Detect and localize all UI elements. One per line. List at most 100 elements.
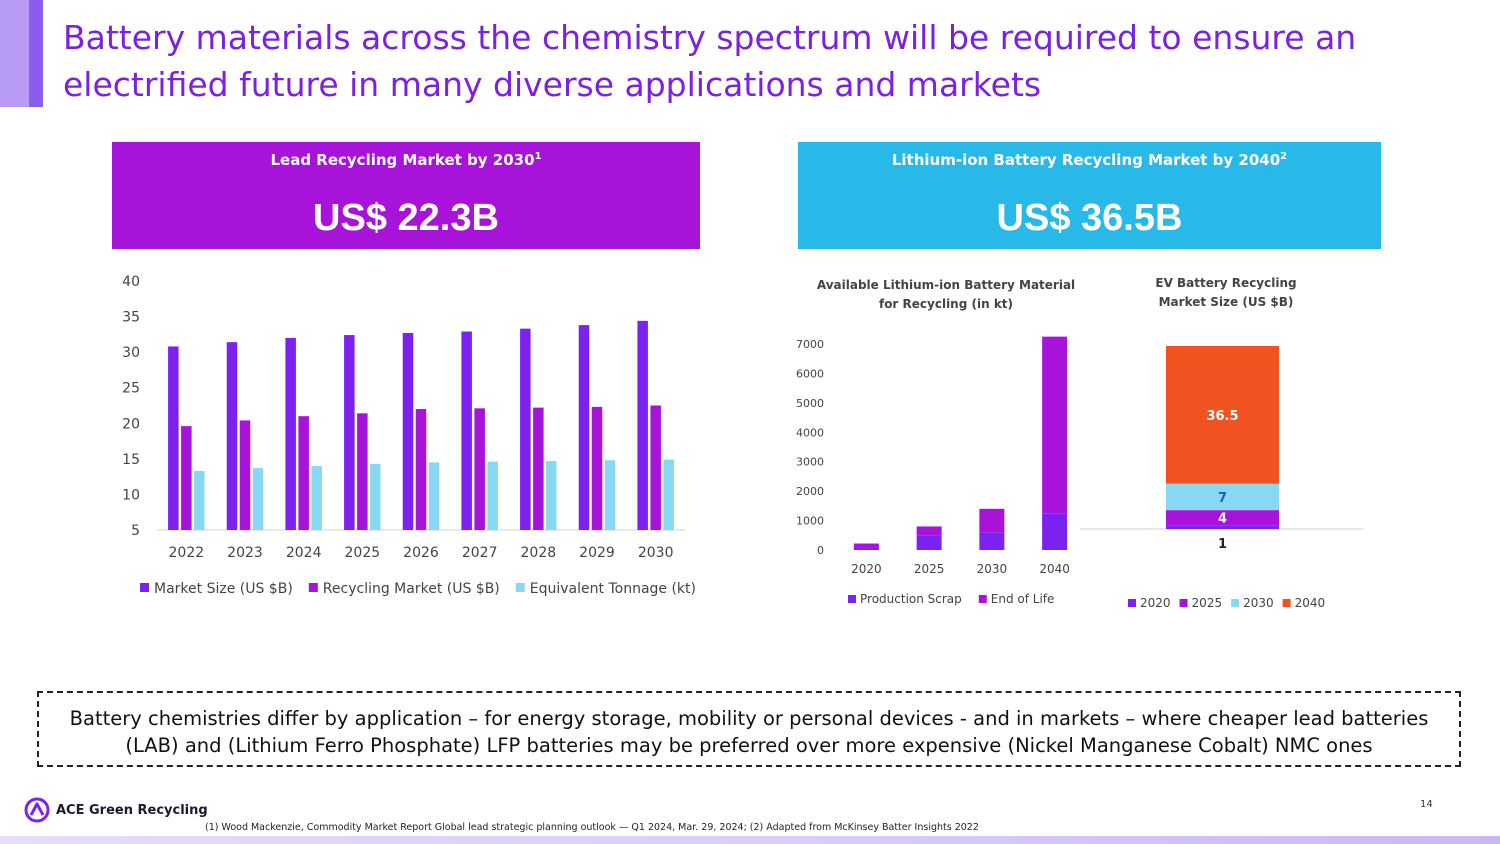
lead-legend-swatch bbox=[515, 583, 525, 592]
lead-bar bbox=[604, 460, 616, 530]
note-line-1: Battery chemistries differ by applicatio… bbox=[69, 707, 1429, 730]
lead-bar bbox=[461, 331, 472, 530]
ev-legend-label: 2030 bbox=[1243, 596, 1274, 610]
ev-data-label: 1 bbox=[1218, 537, 1227, 552]
limat-title-line: Available Lithium-ion Battery Material bbox=[817, 278, 1075, 292]
page-number: 14 bbox=[1420, 799, 1433, 810]
limat-y-tick: 3000 bbox=[796, 456, 824, 469]
lead-kpi-value: US$ 22.3B bbox=[313, 197, 499, 239]
ev-data-label: 36.5 bbox=[1206, 409, 1238, 424]
ev-legend-swatch bbox=[1282, 599, 1291, 607]
lead-y-tick: 25 bbox=[122, 381, 140, 397]
limat-y-tick: 0 bbox=[817, 544, 824, 557]
ev-legend-swatch bbox=[1179, 599, 1188, 607]
lead-x-tick: 2024 bbox=[286, 545, 322, 561]
ev-legend-swatch bbox=[1231, 599, 1240, 607]
lead-bar bbox=[546, 460, 557, 530]
lead-x-tick: 2025 bbox=[345, 545, 381, 561]
lead-y-tick: 20 bbox=[122, 416, 140, 432]
lead-bar bbox=[663, 459, 674, 530]
ev-bar-segment bbox=[1166, 525, 1279, 529]
lead-kpi-label: Lead Recycling Market by 20301 bbox=[270, 151, 542, 169]
limat-bar-segment bbox=[916, 526, 942, 536]
ev-legend-label: 2040 bbox=[1295, 596, 1326, 610]
lead-bar bbox=[298, 416, 309, 530]
limat-x-tick: 2030 bbox=[977, 562, 1008, 576]
lead-bar bbox=[239, 420, 251, 530]
limat-x-tick: 2040 bbox=[1039, 562, 1070, 576]
lead-bar bbox=[591, 406, 603, 530]
limat-bar-segment bbox=[1042, 513, 1068, 550]
lead-bar bbox=[168, 346, 179, 530]
lead-x-tick: 2030 bbox=[638, 545, 674, 561]
limat-bar-segment bbox=[853, 547, 879, 550]
li-kpi-value: US$ 36.5B bbox=[996, 197, 1183, 239]
lead-x-tick: 2022 bbox=[169, 545, 205, 561]
lead-x-tick: 2028 bbox=[521, 545, 557, 561]
ev-data-label: 7 bbox=[1218, 491, 1227, 506]
limat-x-tick: 2025 bbox=[914, 562, 945, 576]
lead-bar bbox=[474, 408, 485, 530]
lead-bar bbox=[487, 461, 498, 530]
lead-bar bbox=[370, 463, 381, 530]
lead-y-tick: 5 bbox=[131, 523, 140, 539]
limat-bar-segment bbox=[979, 532, 1005, 550]
lead-bar bbox=[415, 409, 427, 530]
lead-x-tick: 2026 bbox=[403, 545, 439, 561]
lead-bar bbox=[520, 328, 531, 530]
bottom-strip bbox=[0, 836, 1500, 844]
lead-bar bbox=[252, 468, 264, 530]
footnote: (1) Wood Mackenzie, Commodity Market Rep… bbox=[205, 822, 979, 833]
lead-y-tick: 15 bbox=[122, 452, 140, 468]
lead-bar bbox=[311, 465, 322, 530]
limat-bar-segment bbox=[853, 543, 879, 548]
brand-logo: ACE Green Recycling bbox=[24, 797, 208, 823]
ev-title-line: EV Battery Recycling bbox=[1155, 276, 1296, 290]
chemistry-note: Battery chemistries differ by applicatio… bbox=[37, 691, 1461, 767]
ev-data-label: 4 bbox=[1218, 512, 1227, 527]
ev-bar-segment bbox=[1166, 510, 1279, 526]
limat-bar-segment bbox=[979, 508, 1005, 533]
limat-title-line: for Recycling (in kt) bbox=[879, 297, 1013, 311]
lead-bar bbox=[637, 320, 648, 530]
limat-y-tick: 5000 bbox=[796, 397, 824, 410]
ev-legend-swatch bbox=[1128, 599, 1136, 607]
limat-y-tick: 1000 bbox=[796, 515, 824, 528]
limat-legend-label: End of Life bbox=[991, 592, 1055, 606]
ev-title-line: Market Size (US $B) bbox=[1159, 295, 1294, 309]
lead-bar bbox=[344, 335, 355, 530]
slide-title: Battery materials across the chemistry s… bbox=[63, 18, 1357, 104]
title-accent-bar bbox=[0, 0, 43, 107]
lead-x-tick: 2029 bbox=[579, 545, 615, 561]
limat-legend-swatch bbox=[848, 595, 856, 603]
li-material-chart: Available Lithium-ion Battery Material fo… bbox=[796, 278, 1075, 606]
lead-y-tick: 35 bbox=[122, 310, 140, 326]
limat-y-tick: 4000 bbox=[796, 426, 824, 439]
lead-bar bbox=[285, 337, 296, 530]
lead-bar bbox=[428, 462, 440, 530]
ev-bar-segment bbox=[1166, 346, 1279, 484]
limat-bar-segment bbox=[1042, 336, 1068, 514]
limat-legend-label: Production Scrap bbox=[860, 592, 962, 606]
li-market-kpi: Lithium-ion Battery Recycling Market by … bbox=[798, 142, 1381, 249]
lead-bar bbox=[181, 426, 192, 530]
ev-legend-label: 2020 bbox=[1140, 596, 1171, 610]
lead-legend-label: Recycling Market (US $B) bbox=[323, 581, 500, 597]
lead-market-kpi: Lead Recycling Market by 20301 US$ 22.3B bbox=[112, 142, 700, 249]
lead-bar bbox=[226, 342, 238, 530]
note-line-2: (LAB) and (Lithium Ferro Phosphate) LFP … bbox=[125, 734, 1373, 757]
lead-bar bbox=[533, 407, 544, 530]
lead-y-tick: 30 bbox=[122, 345, 140, 361]
lead-bar bbox=[357, 413, 368, 530]
brand-name: ACE Green Recycling bbox=[56, 802, 208, 818]
limat-y-tick: 6000 bbox=[796, 367, 824, 380]
limat-bar-segment bbox=[916, 535, 942, 550]
lead-y-tick: 10 bbox=[122, 487, 140, 503]
lead-legend-label: Equivalent Tonnage (kt) bbox=[530, 581, 696, 597]
lead-legend-swatch bbox=[140, 583, 149, 592]
limat-y-tick: 2000 bbox=[796, 485, 824, 498]
lead-bar bbox=[650, 405, 661, 530]
lead-x-tick: 2023 bbox=[227, 545, 263, 561]
ev-legend-label: 2025 bbox=[1192, 596, 1223, 610]
